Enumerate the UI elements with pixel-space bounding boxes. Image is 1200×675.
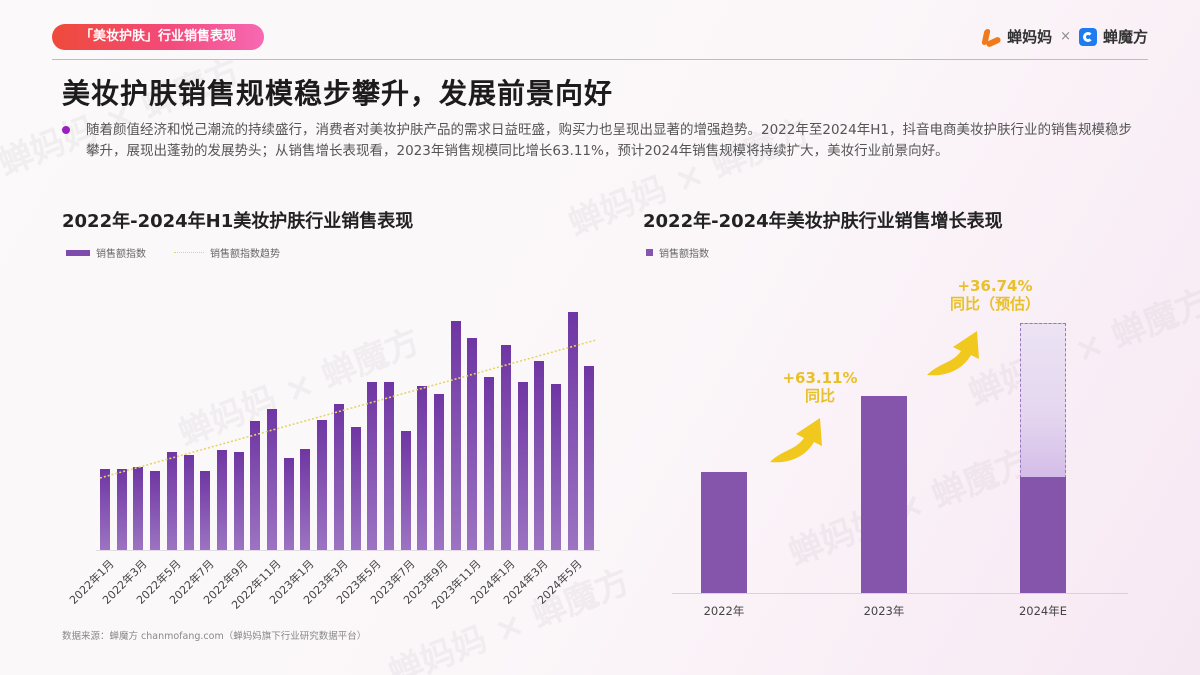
bar-2024-h1-actual: [1020, 477, 1066, 593]
bar-2022-09: [233, 452, 244, 550]
bar-2024-03: [534, 361, 545, 550]
bar-2022-10: [250, 421, 261, 550]
bar-2023-05: [367, 382, 378, 550]
legend-bar-label: 销售额指数: [96, 249, 146, 260]
chanmofang-logo-icon: [1078, 27, 1097, 46]
logo-chanmama-text: 蝉妈妈: [1007, 28, 1053, 46]
legend-bar-swatch: [646, 249, 653, 256]
growth-pct: +63.11%: [782, 369, 858, 387]
bar-2022-02: [116, 469, 127, 550]
growth-arrow-icon: [770, 418, 822, 463]
brand-logos: 蝉妈妈 × 蝉魔方: [983, 26, 1148, 47]
x-label-2023: 2023年: [863, 604, 905, 618]
bar-2024-01: [500, 345, 511, 550]
growth-pct: +36.74%: [957, 277, 1033, 295]
bar-2022-04: [150, 471, 161, 550]
growth-annotation-2024e: +36.74% 同比（预估）: [930, 277, 1060, 313]
bar-2023-02: [317, 420, 328, 550]
bar-2022-11: [267, 409, 277, 550]
header-divider: [52, 59, 1148, 60]
summary-paragraph: 随着颜值经济和悦己潮流的持续盛行，消费者对美妆护肤产品的需求日益旺盛，购买力也呈…: [62, 120, 1142, 162]
bar-2022-12: [283, 458, 294, 550]
bar-2022: [701, 472, 747, 593]
bar-2023-06: [383, 382, 394, 550]
bar-2023-09: [434, 394, 444, 550]
left-chart-title: 2022年-2024年H1美妆护肤行业销售表现: [62, 211, 414, 232]
growth-sub: 同比（预估）: [949, 295, 1040, 313]
x-label-2024e: 2024年E: [1018, 604, 1068, 618]
bar-2023-11: [467, 338, 478, 550]
data-source-note: 数据来源：蝉魔方 chanmofang.com（蝉妈妈旗下行业研究数据平台）: [62, 631, 367, 642]
bar-2024-estimate: [1020, 323, 1066, 478]
legend-bar-swatch: [66, 249, 90, 256]
legend-bar-label: 销售额指数: [659, 249, 709, 260]
bar-2022-03: [133, 467, 144, 550]
bar-2022-06: [183, 455, 194, 550]
section-tag: 「美妆护肤」行业销售表现: [52, 24, 264, 50]
left-chart-legend: 销售额指数 销售额指数趋势: [66, 245, 280, 260]
bar-2022-08: [216, 450, 227, 550]
x-label-2022: 2022年: [703, 604, 745, 618]
bar-2023-08: [417, 386, 428, 550]
bar-2023: [861, 396, 907, 593]
bar-2024-02: [517, 382, 528, 550]
logo-separator: ×: [1060, 29, 1071, 44]
growth-annotation-2023: +63.11% 同比: [775, 369, 865, 405]
bar-2023-04: [350, 427, 361, 550]
watermark: 蝉妈妈 × 蝉魔方: [0, 51, 246, 185]
bullet-dot-icon: [62, 126, 70, 134]
trend-line: [99, 339, 597, 479]
chanmama-logo-icon: [983, 29, 1001, 45]
right-chart-baseline: [672, 593, 1128, 594]
bar-2024-05: [567, 312, 578, 550]
bar-2023-10: [450, 321, 461, 550]
growth-sub: 同比: [804, 387, 835, 405]
bar-2024-04: [550, 384, 561, 550]
bar-2022-05: [166, 452, 177, 550]
bar-2023-12: [484, 377, 495, 550]
monthly-sales-bar-chart: [96, 290, 600, 550]
bar-2023-03: [333, 404, 344, 550]
bar-2023-01: [300, 449, 311, 550]
growth-arrow-icon: [927, 331, 979, 376]
legend-trend-swatch: [174, 252, 204, 253]
summary-text: 随着颜值经济和悦己潮流的持续盛行，消费者对美妆护肤产品的需求日益旺盛，购买力也呈…: [86, 122, 1132, 159]
bar-2023-07: [400, 431, 411, 550]
bar-2024-06: [584, 366, 595, 550]
bar-2022-07: [200, 471, 211, 550]
logo-chanmofang-text: 蝉魔方: [1102, 28, 1148, 46]
bar-2022-01: [100, 469, 110, 550]
page-title: 美妆护肤销售规模稳步攀升，发展前景向好: [62, 77, 614, 110]
left-chart-baseline: [96, 550, 600, 551]
legend-trend-label: 销售额指数趋势: [210, 249, 280, 260]
right-chart-title: 2022年-2024年美妆护肤行业销售增长表现: [643, 211, 1003, 232]
right-chart-legend: 销售额指数: [646, 245, 709, 260]
left-chart-x-axis: 2022年1月 2022年3月 2022年5月 2022年7月 2022年9月 2022年…: [0, 556, 620, 626]
